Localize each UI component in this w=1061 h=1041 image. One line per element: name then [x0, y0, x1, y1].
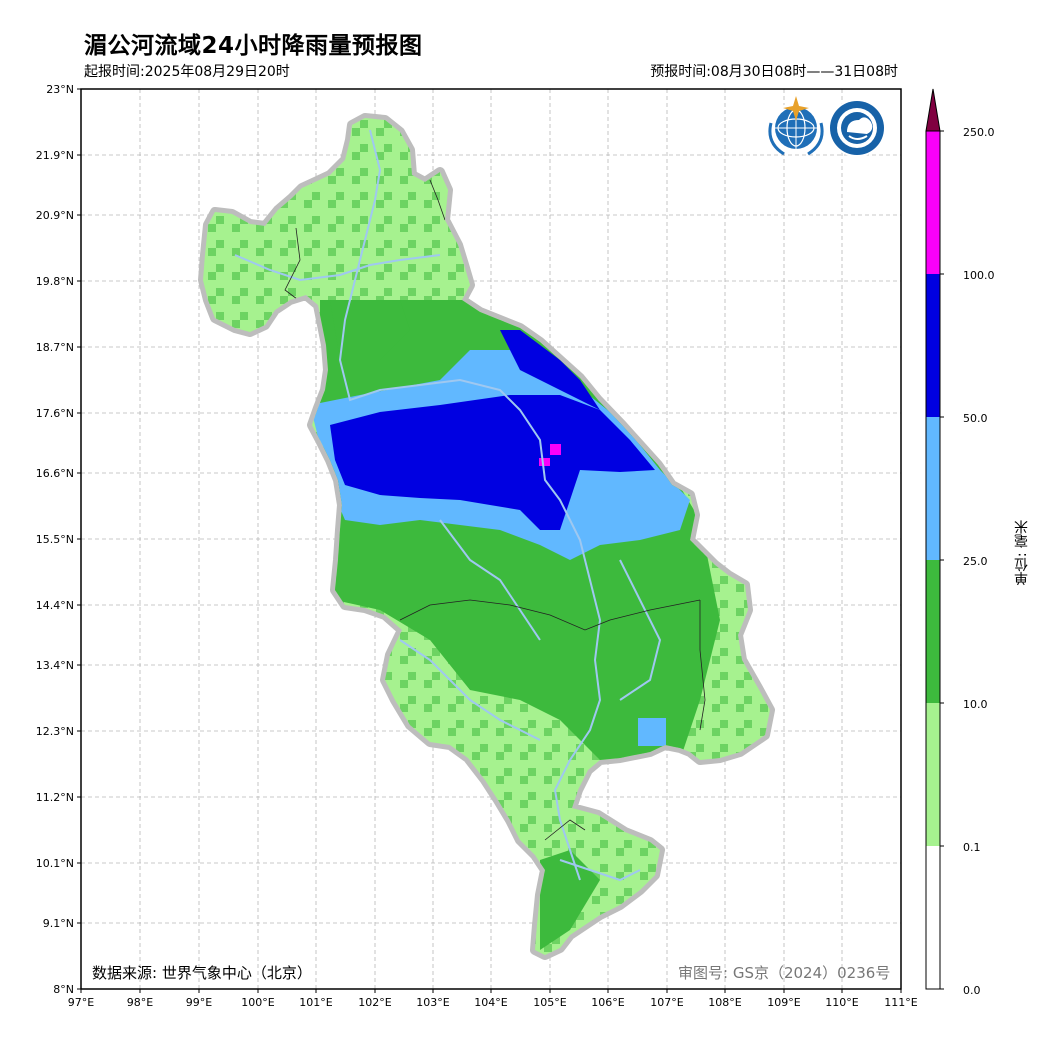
- lon-label: 107°E: [650, 996, 683, 1009]
- lon-label: 102°E: [358, 996, 391, 1009]
- color-band-extend-arrow: [925, 88, 941, 132]
- lat-label: 8°N: [53, 983, 74, 996]
- lon-label: 98°E: [127, 996, 153, 1009]
- legend-level: 50.0: [963, 412, 988, 425]
- wmo-logo: [768, 96, 824, 156]
- rain-band-dark-blue-ne: [500, 330, 600, 410]
- forecast-time: 预报时间:08月30日08时——31日08时: [650, 64, 898, 80]
- lon-label: 101°E: [299, 996, 332, 1009]
- legend-level: 0.0: [963, 984, 981, 997]
- lat-label: 14.4°N: [36, 599, 74, 612]
- lon-label: 106°E: [591, 996, 624, 1009]
- color-band-3: [926, 417, 940, 560]
- issue-time: 起报时间:2025年08月29日20时: [84, 64, 290, 80]
- lat-label: 15.5°N: [36, 533, 74, 546]
- rain-band-green-north: [330, 300, 410, 360]
- legend-level: 100.0: [963, 269, 995, 282]
- rain-band-green-south: [540, 850, 600, 950]
- rain-band-dark-blue: [330, 395, 655, 530]
- legend-level: 25.0: [963, 555, 988, 568]
- lat-label: 16.6°N: [36, 467, 74, 480]
- cma-logo: [828, 99, 886, 157]
- legend-level: 10.0: [963, 698, 988, 711]
- lon-label: 108°E: [708, 996, 741, 1009]
- lon-label: 97°E: [68, 996, 94, 1009]
- lat-label: 19.8°N: [36, 275, 74, 288]
- rain-band-magenta: [550, 444, 561, 455]
- lat-label: 20.9°N: [36, 209, 74, 222]
- lat-label: 13.4°N: [36, 659, 74, 672]
- rain-band-light-blue-patch: [638, 718, 666, 746]
- lat-label: 12.3°N: [36, 725, 74, 738]
- color-band-2: [926, 560, 940, 703]
- lat-label: 10.1°N: [36, 857, 74, 870]
- lat-label: 21.9°N: [36, 149, 74, 162]
- lon-axis: 97°E 98°E 99°E 100°E 101°E 102°E 103°E 1…: [68, 989, 918, 1009]
- data-source: 数据来源: 世界气象中心（北京）: [92, 964, 312, 982]
- map-title: 湄公河流域24小时降雨量预报图: [84, 33, 423, 59]
- lat-axis: 23°N 21.9°N 20.9°N 19.8°N 18.7°N 17.6°N …: [36, 83, 81, 996]
- color-band-5: [926, 131, 940, 274]
- lon-label: 105°E: [533, 996, 566, 1009]
- colorbar: 250.0 100.0 50.0 25.0 10.0 0.1 0.0: [925, 88, 995, 997]
- color-band-1: [926, 703, 940, 846]
- country-borders: [284, 179, 706, 841]
- lon-label: 111°E: [884, 996, 917, 1009]
- lon-label: 104°E: [474, 996, 507, 1009]
- lat-label: 17.6°N: [36, 407, 74, 420]
- lon-label: 103°E: [416, 996, 449, 1009]
- lon-label: 110°E: [825, 996, 858, 1009]
- lat-label: 9.1°N: [43, 917, 74, 930]
- color-band-0: [926, 846, 940, 989]
- legend-level: 250.0: [963, 126, 995, 139]
- color-band-4: [926, 274, 940, 417]
- lon-label: 99°E: [186, 996, 212, 1009]
- lat-label: 11.2°N: [36, 791, 74, 804]
- legend-level: 0.1: [963, 841, 981, 854]
- lon-label: 100°E: [241, 996, 274, 1009]
- river-network: [234, 129, 662, 882]
- map-review-number: 审图号: GS京（2024）0236号: [678, 964, 891, 982]
- lat-label: 18.7°N: [36, 341, 74, 354]
- lon-label: 109°E: [767, 996, 800, 1009]
- legend-unit: 单位: 毫米: [1014, 520, 1030, 586]
- lat-label: 23°N: [46, 83, 74, 96]
- rain-band-magenta-2: [539, 458, 550, 466]
